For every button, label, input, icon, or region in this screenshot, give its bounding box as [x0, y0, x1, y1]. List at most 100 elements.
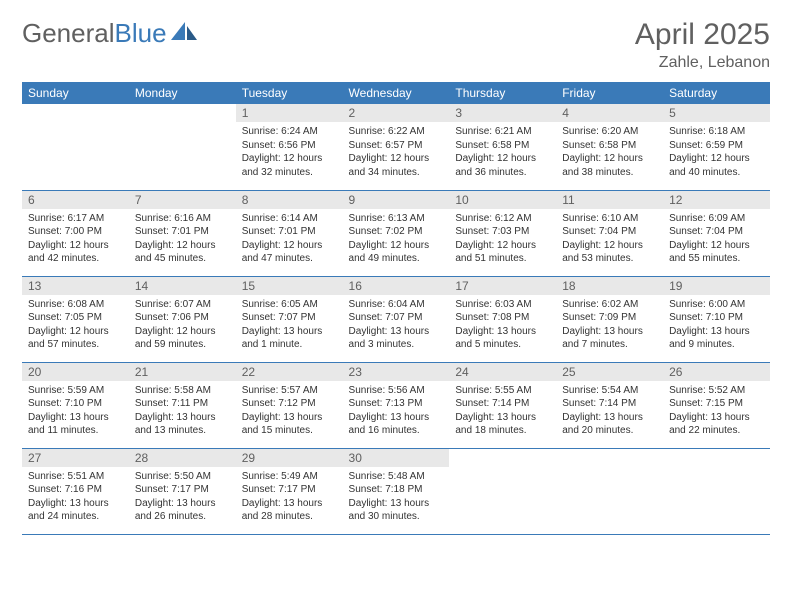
day-data: Sunrise: 5:48 AMSunset: 7:18 PMDaylight:… [343, 467, 450, 527]
calendar-cell: 8Sunrise: 6:14 AMSunset: 7:01 PMDaylight… [236, 190, 343, 276]
day-data: Sunrise: 5:52 AMSunset: 7:15 PMDaylight:… [663, 381, 770, 441]
calendar-cell: 27Sunrise: 5:51 AMSunset: 7:16 PMDayligh… [22, 448, 129, 534]
day-number: 12 [663, 191, 770, 209]
weekday-header: Friday [556, 82, 663, 104]
calendar-cell: 7Sunrise: 6:16 AMSunset: 7:01 PMDaylight… [129, 190, 236, 276]
calendar-cell: 16Sunrise: 6:04 AMSunset: 7:07 PMDayligh… [343, 276, 450, 362]
calendar-cell: 11Sunrise: 6:10 AMSunset: 7:04 PMDayligh… [556, 190, 663, 276]
weekday-header: Thursday [449, 82, 556, 104]
day-data: Sunrise: 5:55 AMSunset: 7:14 PMDaylight:… [449, 381, 556, 441]
page-title: April 2025 [635, 18, 770, 52]
day-data: Sunrise: 6:10 AMSunset: 7:04 PMDaylight:… [556, 209, 663, 269]
day-data: Sunrise: 6:14 AMSunset: 7:01 PMDaylight:… [236, 209, 343, 269]
calendar-cell: 2Sunrise: 6:22 AMSunset: 6:57 PMDaylight… [343, 104, 450, 190]
day-number: 29 [236, 449, 343, 467]
calendar-cell: 5Sunrise: 6:18 AMSunset: 6:59 PMDaylight… [663, 104, 770, 190]
day-number: 17 [449, 277, 556, 295]
day-number: 13 [22, 277, 129, 295]
day-number: 11 [556, 191, 663, 209]
calendar-week: 13Sunrise: 6:08 AMSunset: 7:05 PMDayligh… [22, 276, 770, 362]
day-number: 25 [556, 363, 663, 381]
calendar-cell: 14Sunrise: 6:07 AMSunset: 7:06 PMDayligh… [129, 276, 236, 362]
day-number: 26 [663, 363, 770, 381]
day-data: Sunrise: 6:13 AMSunset: 7:02 PMDaylight:… [343, 209, 450, 269]
day-data: Sunrise: 6:16 AMSunset: 7:01 PMDaylight:… [129, 209, 236, 269]
day-number: 18 [556, 277, 663, 295]
day-data: Sunrise: 6:09 AMSunset: 7:04 PMDaylight:… [663, 209, 770, 269]
day-number: 5 [663, 104, 770, 122]
day-data: Sunrise: 6:20 AMSunset: 6:58 PMDaylight:… [556, 122, 663, 182]
weekday-row: SundayMondayTuesdayWednesdayThursdayFrid… [22, 82, 770, 104]
calendar-cell: 23Sunrise: 5:56 AMSunset: 7:13 PMDayligh… [343, 362, 450, 448]
calendar-cell: 24Sunrise: 5:55 AMSunset: 7:14 PMDayligh… [449, 362, 556, 448]
day-data: Sunrise: 5:57 AMSunset: 7:12 PMDaylight:… [236, 381, 343, 441]
weekday-header: Monday [129, 82, 236, 104]
day-data: Sunrise: 6:18 AMSunset: 6:59 PMDaylight:… [663, 122, 770, 182]
calendar-cell: 13Sunrise: 6:08 AMSunset: 7:05 PMDayligh… [22, 276, 129, 362]
day-number: 1 [236, 104, 343, 122]
logo-sail-icon [171, 18, 199, 49]
day-number: 3 [449, 104, 556, 122]
day-number: 8 [236, 191, 343, 209]
weekday-header: Wednesday [343, 82, 450, 104]
day-number: 30 [343, 449, 450, 467]
day-data: Sunrise: 6:08 AMSunset: 7:05 PMDaylight:… [22, 295, 129, 355]
day-number: 21 [129, 363, 236, 381]
day-number: 10 [449, 191, 556, 209]
day-data: Sunrise: 6:12 AMSunset: 7:03 PMDaylight:… [449, 209, 556, 269]
day-number: 4 [556, 104, 663, 122]
calendar-week: 27Sunrise: 5:51 AMSunset: 7:16 PMDayligh… [22, 448, 770, 534]
logo-text1: General [22, 18, 115, 49]
day-data: Sunrise: 6:05 AMSunset: 7:07 PMDaylight:… [236, 295, 343, 355]
day-data: Sunrise: 5:49 AMSunset: 7:17 PMDaylight:… [236, 467, 343, 527]
calendar-cell: 9Sunrise: 6:13 AMSunset: 7:02 PMDaylight… [343, 190, 450, 276]
logo-text2: Blue [115, 18, 167, 49]
calendar-table: SundayMondayTuesdayWednesdayThursdayFrid… [22, 82, 770, 535]
day-number: 2 [343, 104, 450, 122]
day-number: 24 [449, 363, 556, 381]
day-data: Sunrise: 6:00 AMSunset: 7:10 PMDaylight:… [663, 295, 770, 355]
calendar-cell: 19Sunrise: 6:00 AMSunset: 7:10 PMDayligh… [663, 276, 770, 362]
day-number: 27 [22, 449, 129, 467]
day-number: 22 [236, 363, 343, 381]
calendar-cell: 20Sunrise: 5:59 AMSunset: 7:10 PMDayligh… [22, 362, 129, 448]
calendar-cell: 28Sunrise: 5:50 AMSunset: 7:17 PMDayligh… [129, 448, 236, 534]
day-number: 16 [343, 277, 450, 295]
day-number: 28 [129, 449, 236, 467]
day-data: Sunrise: 5:59 AMSunset: 7:10 PMDaylight:… [22, 381, 129, 441]
logo: GeneralBlue [22, 18, 199, 49]
day-data: Sunrise: 6:03 AMSunset: 7:08 PMDaylight:… [449, 295, 556, 355]
calendar-cell [663, 448, 770, 534]
location: Zahle, Lebanon [635, 54, 770, 72]
title-block: April 2025 Zahle, Lebanon [635, 18, 770, 72]
weekday-header: Saturday [663, 82, 770, 104]
calendar-cell: 4Sunrise: 6:20 AMSunset: 6:58 PMDaylight… [556, 104, 663, 190]
day-number: 14 [129, 277, 236, 295]
day-number: 20 [22, 363, 129, 381]
calendar-cell [449, 448, 556, 534]
day-data: Sunrise: 6:07 AMSunset: 7:06 PMDaylight:… [129, 295, 236, 355]
calendar-body: 1Sunrise: 6:24 AMSunset: 6:56 PMDaylight… [22, 104, 770, 534]
calendar-week: 6Sunrise: 6:17 AMSunset: 7:00 PMDaylight… [22, 190, 770, 276]
calendar-week: 1Sunrise: 6:24 AMSunset: 6:56 PMDaylight… [22, 104, 770, 190]
day-data: Sunrise: 6:24 AMSunset: 6:56 PMDaylight:… [236, 122, 343, 182]
calendar-cell: 22Sunrise: 5:57 AMSunset: 7:12 PMDayligh… [236, 362, 343, 448]
day-data: Sunrise: 5:58 AMSunset: 7:11 PMDaylight:… [129, 381, 236, 441]
calendar-week: 20Sunrise: 5:59 AMSunset: 7:10 PMDayligh… [22, 362, 770, 448]
calendar-cell: 30Sunrise: 5:48 AMSunset: 7:18 PMDayligh… [343, 448, 450, 534]
calendar-cell: 18Sunrise: 6:02 AMSunset: 7:09 PMDayligh… [556, 276, 663, 362]
calendar-cell: 1Sunrise: 6:24 AMSunset: 6:56 PMDaylight… [236, 104, 343, 190]
calendar-cell: 21Sunrise: 5:58 AMSunset: 7:11 PMDayligh… [129, 362, 236, 448]
day-data: Sunrise: 6:04 AMSunset: 7:07 PMDaylight:… [343, 295, 450, 355]
calendar-cell: 15Sunrise: 6:05 AMSunset: 7:07 PMDayligh… [236, 276, 343, 362]
calendar-cell: 3Sunrise: 6:21 AMSunset: 6:58 PMDaylight… [449, 104, 556, 190]
calendar-cell [556, 448, 663, 534]
header: GeneralBlue April 2025 Zahle, Lebanon [22, 18, 770, 72]
day-number: 15 [236, 277, 343, 295]
calendar-cell [22, 104, 129, 190]
day-number: 7 [129, 191, 236, 209]
calendar-cell: 6Sunrise: 6:17 AMSunset: 7:00 PMDaylight… [22, 190, 129, 276]
day-data: Sunrise: 6:17 AMSunset: 7:00 PMDaylight:… [22, 209, 129, 269]
day-data: Sunrise: 6:21 AMSunset: 6:58 PMDaylight:… [449, 122, 556, 182]
calendar-cell: 10Sunrise: 6:12 AMSunset: 7:03 PMDayligh… [449, 190, 556, 276]
